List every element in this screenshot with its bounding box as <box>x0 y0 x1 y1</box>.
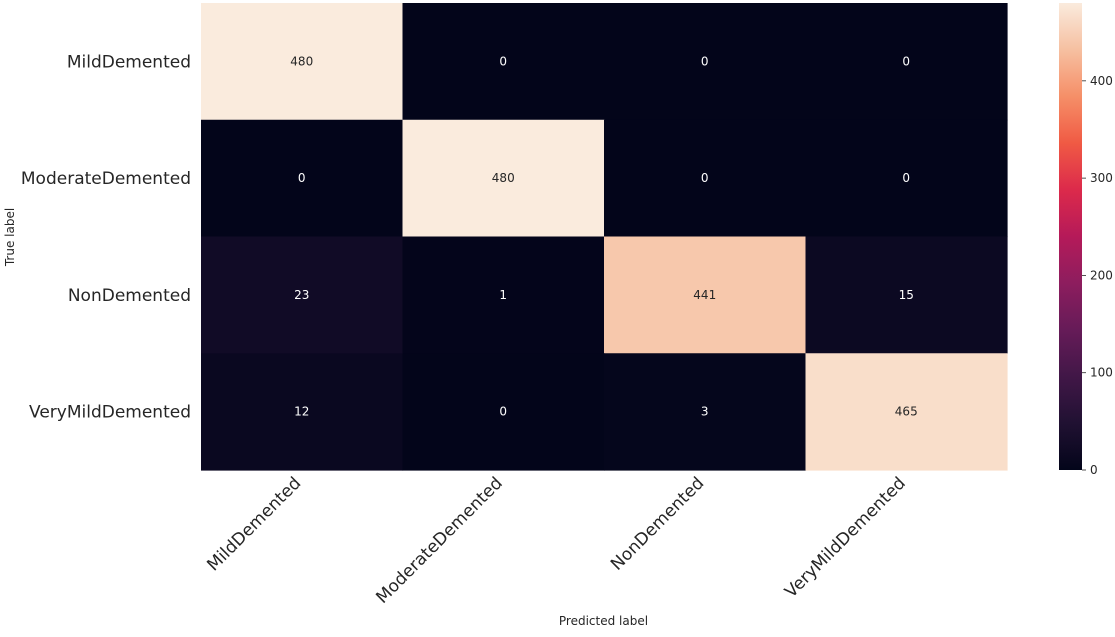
heatmap-cell <box>604 236 807 354</box>
colorbar: 0 100 200 300 400 <box>1059 3 1113 477</box>
cell-annotations: 480 0 0 0 0 480 0 0 23 1 441 15 12 0 3 465 <box>290 54 917 418</box>
cell-value-label: 0 <box>701 54 709 68</box>
cell-value-label: 23 <box>294 288 309 302</box>
colorbar-tick-label: 400 <box>1090 74 1113 88</box>
x-tick-label: ModerateDemented <box>372 473 506 607</box>
y-tick-label: ModerateDemented <box>21 169 191 189</box>
cell-value-label: 15 <box>899 288 914 302</box>
cell-value-label: 480 <box>492 171 515 185</box>
x-tick-label: NonDemented <box>607 473 708 574</box>
heatmap-cells <box>201 3 1008 471</box>
colorbar-tick-label: 300 <box>1090 171 1113 185</box>
cell-value-label: 0 <box>902 54 910 68</box>
heatmap-cell <box>402 3 605 121</box>
colorbar-tick-label: 0 <box>1090 463 1098 477</box>
heatmap-cell <box>604 353 807 471</box>
heatmap-cell <box>201 353 404 471</box>
heatmap-cell <box>805 353 1008 471</box>
cell-value-label: 3 <box>701 405 709 419</box>
x-axis-label: Predicted label <box>559 614 648 628</box>
y-tick-label: NonDemented <box>68 286 191 306</box>
y-tick-label: VeryMildDemented <box>29 403 191 423</box>
cell-value-label: 0 <box>902 171 910 185</box>
cell-value-label: 441 <box>693 288 716 302</box>
heatmap-cell <box>805 119 1008 238</box>
x-axis-ticks: MildDemented ModerateDemented NonDemented V… <box>203 473 909 607</box>
cell-value-label: 0 <box>298 171 306 185</box>
heatmap-cell <box>402 236 605 354</box>
cell-value-label: 0 <box>701 171 709 185</box>
colorbar-tick-label: 100 <box>1090 366 1113 380</box>
heatmap-cell <box>604 3 807 121</box>
heatmap-cell <box>402 353 605 471</box>
heatmap-cell <box>805 236 1008 354</box>
cell-value-label: 465 <box>895 405 918 419</box>
x-tick-label: VeryMildDemented <box>781 473 910 602</box>
cell-value-label: 1 <box>499 288 507 302</box>
cell-value-label: 480 <box>290 54 313 68</box>
x-tick-label: MildDemented <box>203 473 305 575</box>
y-tick-label: MildDemented <box>67 52 191 72</box>
colorbar-tick-label: 200 <box>1090 268 1113 282</box>
y-axis-ticks: MildDemented ModerateDemented NonDemented V… <box>21 52 191 422</box>
colorbar-gradient <box>1059 3 1082 470</box>
heatmap-cell <box>201 119 404 238</box>
heatmap-cell <box>604 119 807 238</box>
heatmap-cell <box>402 119 605 238</box>
cell-value-label: 12 <box>294 405 309 419</box>
heatmap-cell <box>201 236 404 354</box>
heatmap-cell <box>201 3 404 121</box>
y-axis-label: True label <box>3 208 17 267</box>
cell-value-label: 0 <box>499 405 507 419</box>
cell-value-label: 0 <box>499 54 507 68</box>
heatmap-cell <box>805 3 1008 121</box>
